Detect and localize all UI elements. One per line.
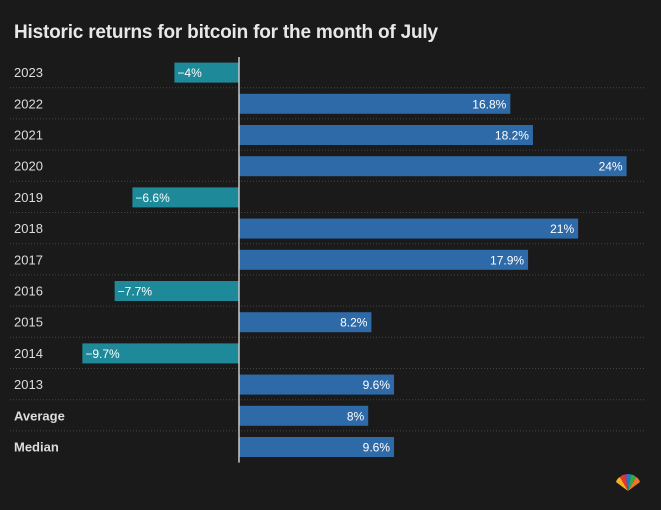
category-label: 2013 (14, 377, 43, 392)
data-label: −7.7% (118, 285, 153, 299)
bar (239, 218, 579, 239)
bar (239, 125, 533, 145)
category-label: 2023 (14, 65, 43, 80)
category-label: 2016 (14, 284, 43, 299)
data-label: −9.7% (85, 347, 120, 361)
bar (239, 405, 369, 426)
category-label: 2020 (14, 159, 43, 174)
bar (174, 62, 239, 83)
category-label: 2017 (14, 252, 43, 267)
data-label: 16.8% (472, 97, 506, 111)
bar (82, 343, 239, 364)
category-label: 2019 (14, 190, 43, 205)
peacock-logo (616, 473, 640, 491)
data-label: 18.2% (495, 129, 529, 143)
bar (132, 187, 239, 208)
bar (239, 156, 627, 177)
bar (239, 249, 529, 270)
data-label: 8% (347, 409, 365, 423)
data-label: 9.6% (363, 441, 391, 455)
data-label: −4% (177, 66, 202, 80)
category-label: 2015 (14, 315, 43, 330)
category-label: 2014 (14, 346, 43, 361)
category-label: Median (14, 440, 59, 455)
bar (114, 281, 239, 301)
chart-title: Historic returns for bitcoin for the mon… (14, 22, 438, 43)
category-label: 2018 (14, 221, 43, 236)
bar (239, 437, 395, 457)
data-label: 9.6% (363, 378, 391, 392)
data-label: −6.6% (135, 191, 170, 205)
category-label: 2021 (14, 128, 43, 143)
data-label: 21% (550, 222, 574, 236)
category-label: Average (14, 408, 65, 423)
data-label: 17.9% (490, 253, 524, 267)
category-label: 2022 (14, 96, 43, 111)
data-label: 8.2% (340, 316, 368, 330)
bar (239, 312, 372, 333)
data-label: 24% (599, 160, 623, 174)
bar (239, 374, 395, 395)
bar (239, 93, 511, 114)
